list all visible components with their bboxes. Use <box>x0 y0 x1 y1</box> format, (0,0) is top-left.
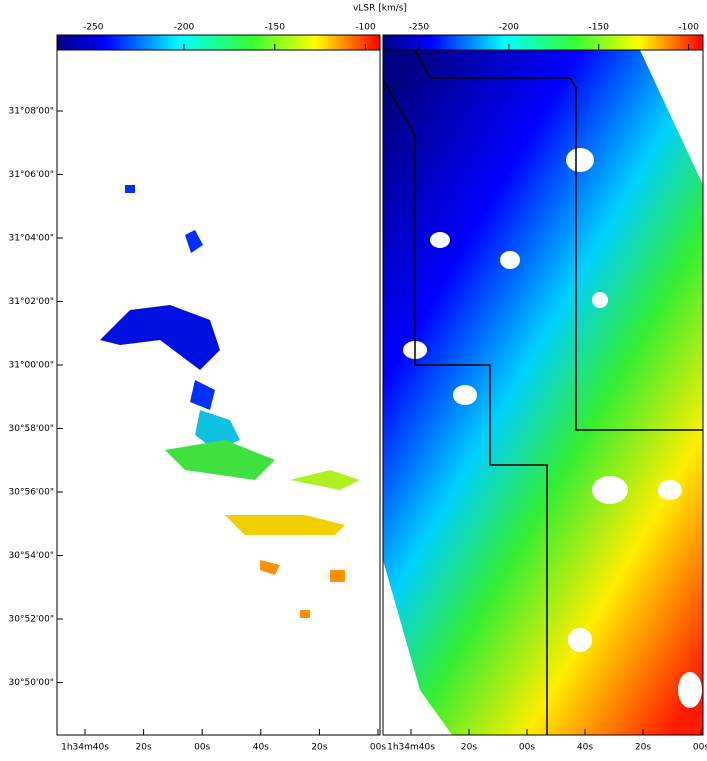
y-tick-label: 30°58'00" <box>9 424 54 434</box>
colorbar-tick-label: -100 <box>678 23 699 33</box>
y-tick-label: 31°02'00" <box>9 297 54 307</box>
y-tick-label: 30°56'00" <box>9 488 54 498</box>
plot-frame <box>56 49 381 736</box>
x-tick-label: 00s <box>370 743 386 753</box>
y-tick-label: 30°50'00" <box>9 678 54 688</box>
colorbar-tick-label: -250 <box>409 23 430 33</box>
x-tick-label: 20s <box>635 743 651 753</box>
region-boundary <box>382 79 548 735</box>
x-tick-label: 40s <box>253 743 269 753</box>
x-tick-label: 20s <box>136 743 152 753</box>
colorbar <box>382 34 704 51</box>
x-tick-label: 1h34m40s <box>387 743 435 753</box>
map-pixels <box>100 185 360 618</box>
y-tick-label: 31°00'00" <box>9 361 54 371</box>
x-tick-label: 40s <box>577 743 593 753</box>
y-tick-label: 31°06'00" <box>9 170 54 180</box>
colorbar-tick-label: -200 <box>499 23 520 33</box>
colorbar-tick-label: -200 <box>174 23 195 33</box>
map-image <box>383 50 703 735</box>
colorbar-tick-label: -100 <box>355 23 376 33</box>
x-tick-label: 20s <box>461 743 477 753</box>
map-holes <box>403 148 702 708</box>
x-tick-label: 20s <box>311 743 327 753</box>
colorbar-label: vLSR [km/s] <box>353 4 407 14</box>
x-tick-label: 00s <box>519 743 535 753</box>
y-tick-label: 30°52'00" <box>9 615 54 625</box>
x-tick-label: 00s <box>693 743 707 753</box>
y-tick-label: 30°54'00" <box>9 551 54 561</box>
y-tick-label: 31°04'00" <box>9 234 54 244</box>
x-tick-label: 1h34m40s <box>61 743 109 753</box>
x-tick-label: 00s <box>194 743 210 753</box>
colorbar-tick-label: -150 <box>589 23 610 33</box>
region-boundary <box>414 49 703 431</box>
colorbar <box>56 34 381 51</box>
colorbar-tick-label: -250 <box>83 23 104 33</box>
y-tick-label: 31°08'00" <box>9 107 54 117</box>
colorbar-tick-label: -150 <box>265 23 286 33</box>
